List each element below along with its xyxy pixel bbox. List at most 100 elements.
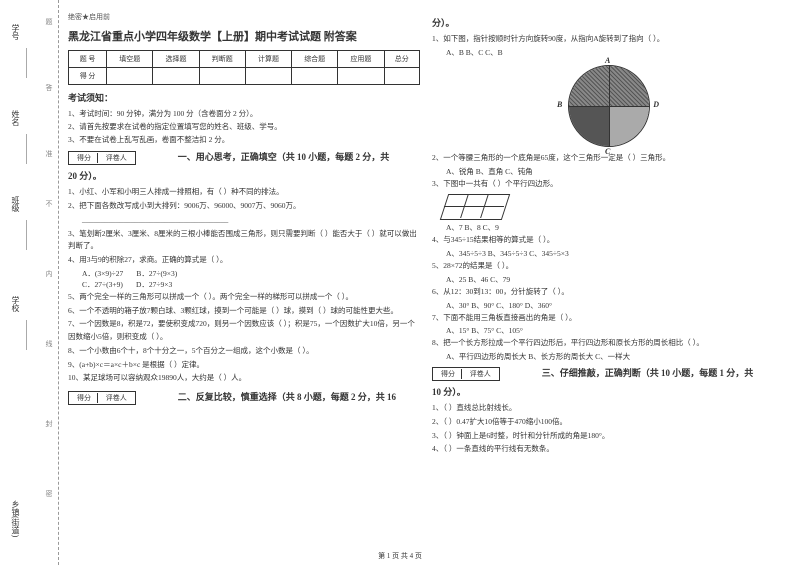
s2q6-opts: A、30° B、90° C、180° D、360° <box>446 300 784 311</box>
secret-label: 绝密★启用前 <box>68 12 420 22</box>
s3q4: 4、（ ）一条直线的平行线有无数条。 <box>432 443 784 456</box>
notice-item: 2、请首先按要求在试卷的指定位置填写您的姓名、班级、学号。 <box>68 121 420 134</box>
td <box>292 68 338 85</box>
notice-item: 1、考试时间：90 分钟，满分为 100 分（含卷面分 2 分）。 <box>68 108 420 121</box>
label-a: A <box>605 56 610 65</box>
th: 题 号 <box>69 51 107 68</box>
s3q1: 1、（ ）直线总比射线长。 <box>432 402 784 415</box>
td <box>199 68 245 85</box>
th: 选择题 <box>153 51 199 68</box>
th: 填空题 <box>107 51 153 68</box>
opt: D．27÷9×3 <box>136 280 172 289</box>
bind-lbl-school: 学校 <box>10 296 21 312</box>
seal-zone: 密 <box>44 490 54 497</box>
section1-title: 一、用心思考，正确填空（共 10 小题，每题 2 分，共 <box>178 150 390 163</box>
grader-col: 评卷人 <box>464 369 497 379</box>
td <box>107 68 153 85</box>
shaded-quad <box>609 106 649 146</box>
td <box>245 68 291 85</box>
right-column: 分）。 1、如下图，指针按顺时针方向旋转90度，从指向A旋转到了指向（ ）。 A… <box>426 12 790 457</box>
opt: A．(3×9)÷27 <box>82 269 123 278</box>
th: 判断题 <box>199 51 245 68</box>
td <box>153 68 199 85</box>
exam-title: 黑龙江省重点小学四年级数学【上册】期中考试试题 附答案 <box>68 28 420 44</box>
label-b: B <box>557 100 562 109</box>
s2q1-opts: A、B B、C C、B <box>446 47 784 58</box>
seal-zone: 题 <box>44 18 54 25</box>
score-table: 题 号 填空题 选择题 判断题 计算题 综合题 应用题 总分 得 分 <box>68 50 420 85</box>
q3: 3、笔划断2厘米、3厘米、8厘米的三根小棒能否围成三角形，则只需要判断（ ）能否… <box>68 228 420 254</box>
opt: B．27÷(9×3) <box>136 269 177 278</box>
s2q8: 8、把一个长方形拉成一个平行四边形后，平行四边形和原长方形的周长相比（ ）。 <box>432 337 784 350</box>
axis <box>609 66 610 146</box>
section2-title: 二、反复比较，慎重选择（共 8 小题，每题 2 分，共 16 <box>178 390 396 403</box>
q2: 2、把下面各数改写成小到大排列：9006万、96000、9007万、9060万。 <box>68 200 420 213</box>
q4: 4、用3与9的积除27，求商。正确的算式是（ ）。 <box>68 254 420 267</box>
table-row: 得 分 <box>69 68 420 85</box>
label-c: C <box>605 147 610 156</box>
seal-zone: 内 <box>44 270 54 277</box>
s2q7: 7、下面不能用三角板直接画出的角是（ ）。 <box>432 312 784 325</box>
section1-title2: 20 分）。 <box>68 169 420 182</box>
s2q4: 4、与345÷15结果相等的算式是（ ）。 <box>432 234 784 247</box>
seal-zone: 封 <box>44 420 54 427</box>
notice-heading: 考试须知： <box>68 91 420 104</box>
q4-opts: A．(3×9)÷27 B．27÷(9×3) <box>82 268 420 279</box>
seal-zone: 准 <box>44 150 54 157</box>
q10: 10、某足球场可以容纳观众19890人，大约是（ ）人。 <box>68 372 420 385</box>
bind-line <box>26 220 27 250</box>
q7: 7、一个因数是8，积是72，要使积变成720，则另一个因数应该（ ）；积是75，… <box>68 318 420 344</box>
notice-item: 3、不要在试卷上乱写乱画，卷面不整洁扣 2 分。 <box>68 134 420 147</box>
th: 综合题 <box>292 51 338 68</box>
score-col: 得分 <box>71 153 98 163</box>
score-box: 得分 评卷人 <box>432 367 500 381</box>
s3q2: 2、（ ）0.47扩大10倍等于470缩小100倍。 <box>432 416 784 429</box>
s2q2-opts: A、锐角 B、直角 C、钝角 <box>446 166 784 177</box>
seal-zone: 线 <box>44 340 54 347</box>
score-box: 得分 评卷人 <box>68 391 136 405</box>
s2q8-opts: A、平行四边形的周长大 B、长方形的周长大 C、一样大 <box>446 351 784 362</box>
score-box: 得分 评卷人 <box>68 151 136 165</box>
th: 计算题 <box>245 51 291 68</box>
bind-lbl-town: 乡镇(街道) <box>10 500 21 537</box>
seal-zone: 不 <box>44 200 54 207</box>
grader-col: 评卷人 <box>100 393 133 403</box>
section3-title2: 10 分）。 <box>432 385 784 398</box>
s2q1: 1、如下图，指针按顺时针方向旋转90度，从指向A旋转到了指向（ ）。 <box>432 33 784 46</box>
section3-title: 三、仔细推敲，正确判断（共 10 小题，每题 1 分，共 <box>542 366 754 379</box>
q8: 8、一个小数由6个十，8个十分之一，5个百分之一组成，这个小数是（ ）。 <box>68 345 420 358</box>
s2q5: 5、28×72的结果是（ ）。 <box>432 260 784 273</box>
bind-line <box>26 48 27 78</box>
shaded-quad <box>569 106 609 146</box>
parallelogram-diagram <box>444 194 514 220</box>
s2q3: 3、下图中一共有（ ）个平行四边形。 <box>432 178 784 191</box>
table-row: 题 号 填空题 选择题 判断题 计算题 综合题 应用题 总分 <box>69 51 420 68</box>
section2-title2: 分）。 <box>432 16 784 29</box>
bind-lbl-xuehao: 学号 <box>10 24 21 40</box>
q1: 1、小红、小军和小明三人排成一排照相，有（ ）种不同的排法。 <box>68 186 420 199</box>
score-col: 得分 <box>71 393 98 403</box>
bind-line <box>26 134 27 164</box>
seal-zone: 答 <box>44 84 54 91</box>
bind-lbl-name: 姓名 <box>10 110 21 126</box>
th: 应用题 <box>338 51 384 68</box>
s2q3-opts: A、7 B、8 C、9 <box>446 222 784 233</box>
q6: 6、一个不透明的箱子放7颗白球、3颗红球，摸到一个可能是（ ）球，摸到（ ）球的… <box>68 305 420 318</box>
q2-line: _______________________________________ <box>82 214 420 227</box>
label-d: D <box>653 100 659 109</box>
bind-line <box>26 320 27 350</box>
opt: C．27÷(3+9) <box>82 280 123 289</box>
binding-margin: 学号 姓名 班级 学校 乡镇(街道) 题 答 准 不 内 线 封 密 <box>0 0 59 565</box>
td <box>384 68 419 85</box>
th: 总分 <box>384 51 419 68</box>
page-footer: 第 1 页 共 4 页 <box>0 551 800 561</box>
bind-lbl-class: 班级 <box>10 196 21 212</box>
circle-diagram: A B C D <box>565 62 651 148</box>
s2q5-opts: A、25 B、46 C、79 <box>446 274 784 285</box>
grader-col: 评卷人 <box>100 153 133 163</box>
td: 得 分 <box>69 68 107 85</box>
td <box>338 68 384 85</box>
s2q7-opts: A、15° B、75° C、105° <box>446 325 784 336</box>
score-col: 得分 <box>435 369 462 379</box>
q9: 9、(a+b)×c＝a×c＋b×c 是根据（ ）定律。 <box>68 359 420 372</box>
